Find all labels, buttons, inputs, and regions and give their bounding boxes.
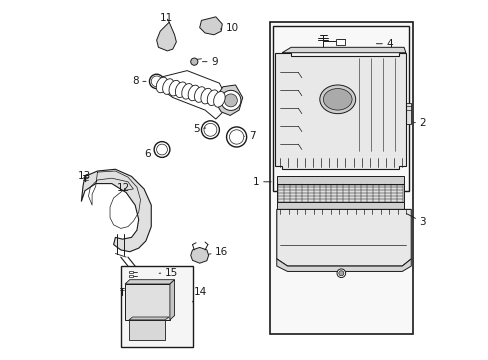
Ellipse shape	[156, 77, 167, 93]
Text: 15: 15	[159, 267, 178, 278]
Polygon shape	[156, 22, 176, 51]
Bar	[129, 275, 132, 277]
Text: 12: 12	[117, 183, 130, 193]
Text: 3: 3	[406, 213, 425, 227]
Bar	[276, 184, 403, 203]
Polygon shape	[276, 176, 403, 184]
Circle shape	[151, 76, 162, 87]
Text: 9: 9	[202, 57, 217, 67]
Bar	[125, 284, 169, 320]
Polygon shape	[276, 259, 410, 271]
Text: 1: 1	[252, 177, 270, 187]
Ellipse shape	[182, 84, 193, 99]
Ellipse shape	[213, 91, 224, 107]
Circle shape	[154, 141, 169, 157]
Text: 6: 6	[143, 149, 155, 159]
Text: 5: 5	[193, 124, 205, 134]
Polygon shape	[169, 280, 174, 320]
Circle shape	[190, 58, 198, 65]
Bar	[129, 271, 132, 273]
Ellipse shape	[188, 85, 199, 101]
Text: 16: 16	[208, 247, 228, 257]
Text: 4: 4	[376, 39, 392, 49]
Ellipse shape	[169, 80, 180, 96]
Polygon shape	[282, 47, 405, 53]
Polygon shape	[81, 169, 151, 252]
Circle shape	[224, 94, 237, 107]
Ellipse shape	[194, 87, 205, 102]
Text: 11: 11	[160, 13, 173, 23]
Polygon shape	[215, 85, 242, 116]
Circle shape	[156, 144, 167, 155]
Polygon shape	[199, 17, 222, 35]
Polygon shape	[274, 53, 405, 169]
Circle shape	[221, 90, 241, 111]
Bar	[129, 320, 164, 339]
Ellipse shape	[163, 79, 174, 94]
Bar	[402, 126, 405, 130]
Ellipse shape	[323, 89, 351, 110]
Circle shape	[201, 121, 219, 139]
Polygon shape	[190, 247, 208, 263]
Text: 13: 13	[78, 171, 91, 181]
Text: 14: 14	[192, 287, 207, 302]
Circle shape	[338, 271, 343, 276]
Polygon shape	[125, 280, 174, 284]
Bar	[269, 22, 412, 334]
Text: 2: 2	[413, 118, 425, 128]
Bar	[401, 103, 410, 125]
Bar	[335, 40, 344, 45]
Circle shape	[149, 74, 163, 89]
Polygon shape	[276, 210, 410, 266]
Text: 7: 7	[244, 131, 255, 141]
Bar	[121, 266, 192, 347]
Ellipse shape	[319, 85, 355, 114]
Ellipse shape	[175, 82, 186, 98]
Circle shape	[336, 269, 345, 278]
Polygon shape	[129, 317, 169, 320]
Circle shape	[203, 123, 217, 136]
Circle shape	[229, 130, 244, 144]
Ellipse shape	[207, 90, 218, 105]
Ellipse shape	[201, 88, 212, 104]
Circle shape	[226, 127, 246, 147]
Text: 8: 8	[132, 76, 146, 86]
Polygon shape	[276, 202, 403, 209]
Bar	[273, 26, 408, 191]
Text: 10: 10	[220, 23, 239, 33]
